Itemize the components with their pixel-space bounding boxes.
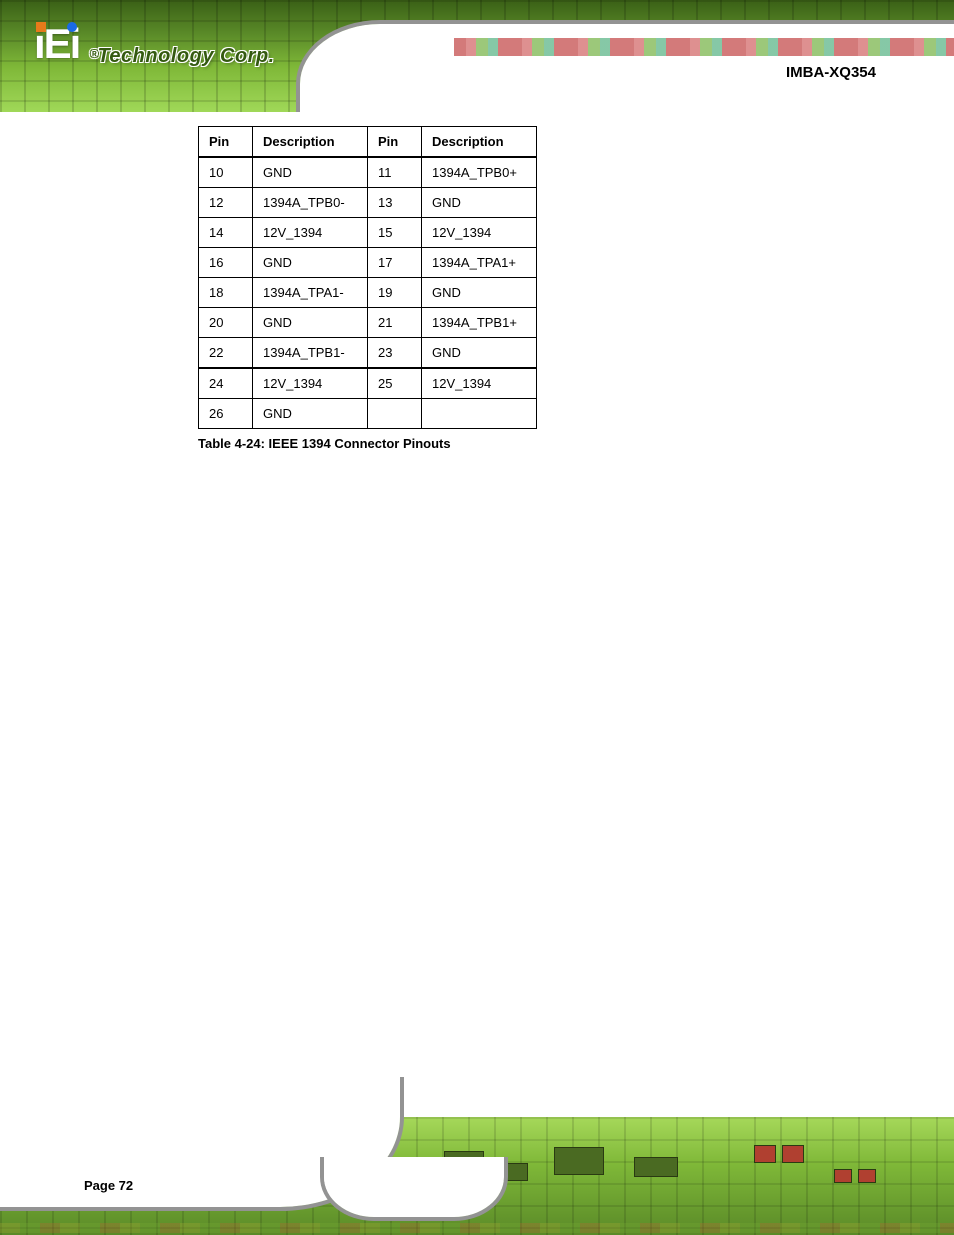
table-cell [422, 399, 537, 429]
table-cell: 1394A_TPB0+ [422, 157, 537, 188]
table-cell: 17 [368, 248, 422, 278]
table-cell: GND [253, 308, 368, 338]
table-cell: 20 [199, 308, 253, 338]
table-cell: GND [253, 157, 368, 188]
table-cell: 13 [368, 188, 422, 218]
logo-mark: iEi [34, 20, 79, 68]
table-cell: 1394A_TPB1+ [422, 308, 537, 338]
table-header: Description [253, 127, 368, 158]
table-header: Pin [368, 127, 422, 158]
table-cell: GND [253, 248, 368, 278]
table-cell: 1394A_TPA1- [253, 278, 368, 308]
table-cell: 1394A_TPB0- [253, 188, 368, 218]
logo-tagline: ®Technology Corp. [89, 45, 274, 68]
bottom-bump [324, 1157, 504, 1217]
table-cell: 21 [368, 308, 422, 338]
table-cell: 22 [199, 338, 253, 369]
table-header: Description [422, 127, 537, 158]
table-row: 10GND111394A_TPB0+ [199, 157, 537, 188]
chip-icon [782, 1145, 804, 1163]
table-cell: 15 [368, 218, 422, 248]
chip-icon [858, 1169, 876, 1183]
chip-icon [554, 1147, 604, 1175]
table-row: 221394A_TPB1-23GND [199, 338, 537, 369]
table-cell: 1394A_TPA1+ [422, 248, 537, 278]
table-header: Pin [199, 127, 253, 158]
table-cell: 24 [199, 368, 253, 399]
chip-icon [634, 1157, 678, 1177]
table-cell: 12 [199, 188, 253, 218]
logo: iEi ®Technology Corp. [34, 20, 275, 68]
table-cell: 12V_1394 [422, 218, 537, 248]
table-cell: 14 [199, 218, 253, 248]
table-cell: 25 [368, 368, 422, 399]
table-row: 16GND171394A_TPA1+ [199, 248, 537, 278]
table-row: 26GND [199, 399, 537, 429]
table-cell: 12V_1394 [253, 218, 368, 248]
table-cell: 11 [368, 157, 422, 188]
table-header-row: Pin Description Pin Description [199, 127, 537, 158]
table-caption: Table 4-24: IEEE 1394 Connector Pinouts [198, 436, 451, 451]
top-chip-strip [454, 38, 954, 56]
table-cell: 16 [199, 248, 253, 278]
page-number: Page 72 [84, 1178, 133, 1193]
table-row: 2412V_13942512V_1394 [199, 368, 537, 399]
chip-icon [754, 1145, 776, 1163]
table-cell: 12V_1394 [422, 368, 537, 399]
document-title: IMBA-XQ354 [786, 64, 876, 81]
tagline-text: Technology Corp. [97, 45, 274, 67]
logo-dot-orange-icon [36, 22, 46, 32]
table-cell: GND [422, 338, 537, 369]
table-row: 1412V_13941512V_1394 [199, 218, 537, 248]
table-row: 121394A_TPB0-13GND [199, 188, 537, 218]
table-cell: 19 [368, 278, 422, 308]
chip-icon [834, 1169, 852, 1183]
table-cell: 26 [199, 399, 253, 429]
table-cell: 10 [199, 157, 253, 188]
table-cell: 12V_1394 [253, 368, 368, 399]
table-cell: 23 [368, 338, 422, 369]
table-cell: GND [422, 188, 537, 218]
table-cell [368, 399, 422, 429]
table-row: 181394A_TPA1-19GND [199, 278, 537, 308]
pinout-table: Pin Description Pin Description 10GND111… [198, 126, 537, 429]
table-body: 10GND111394A_TPB0+121394A_TPB0-13GND1412… [199, 157, 537, 429]
bottom-strip [0, 1223, 954, 1233]
table-cell: 18 [199, 278, 253, 308]
table-cell: GND [253, 399, 368, 429]
table-row: 20GND211394A_TPB1+ [199, 308, 537, 338]
table-cell: 1394A_TPB1- [253, 338, 368, 369]
table-cell: GND [422, 278, 537, 308]
